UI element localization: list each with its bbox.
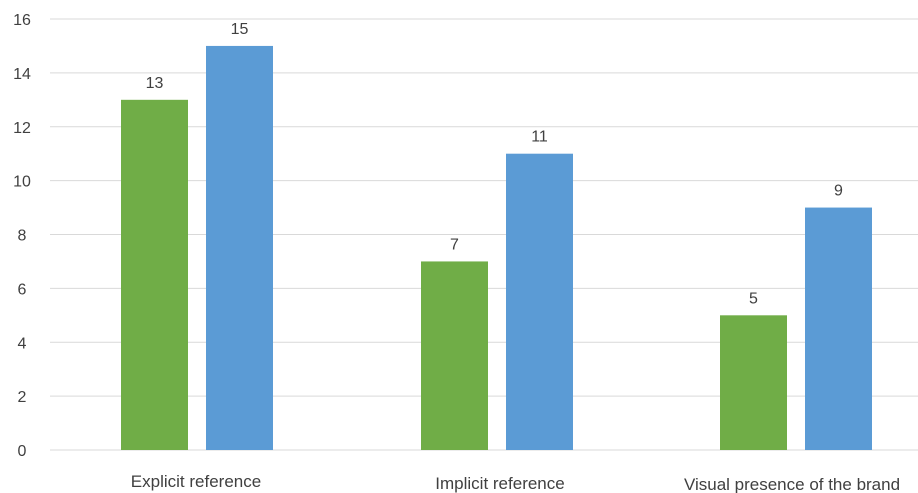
data-label: 15 (231, 21, 249, 38)
data-label: 11 (531, 129, 548, 146)
x-category-label: Implicit reference (435, 474, 564, 493)
bar-series-1-2 (720, 315, 787, 450)
bars (121, 45, 872, 450)
data-labels: 13 15 7 11 5 9 (146, 21, 843, 307)
bar-series-2-0 (206, 45, 273, 450)
x-category-label: Visual presence of the brand (684, 475, 900, 493)
bar-series-1-1 (421, 261, 488, 450)
y-tick-label: 4 (18, 335, 27, 352)
data-label: 13 (146, 75, 164, 92)
x-category-label: Explicit reference (131, 472, 261, 491)
y-tick-label: 6 (18, 281, 27, 298)
y-axis-tick-labels: 0 2 4 6 8 10 12 14 16 (13, 12, 31, 460)
data-label: 5 (749, 290, 758, 307)
y-tick-label: 12 (13, 120, 31, 137)
bar-series-2-2 (805, 207, 872, 450)
y-tick-label: 10 (13, 174, 31, 191)
x-axis-category-labels: Explicit reference Implicit reference Visu… (131, 472, 900, 493)
bar-series-1-0 (121, 99, 188, 450)
y-tick-label: 16 (13, 12, 31, 29)
y-tick-label: 2 (18, 389, 27, 406)
y-tick-label: 8 (18, 228, 27, 245)
y-tick-label: 0 (18, 443, 27, 460)
data-label: 9 (834, 183, 843, 200)
y-tick-label: 14 (13, 66, 31, 83)
data-label: 7 (450, 236, 459, 253)
gridlines (50, 18, 918, 451)
bar-series-2-1 (506, 153, 573, 450)
